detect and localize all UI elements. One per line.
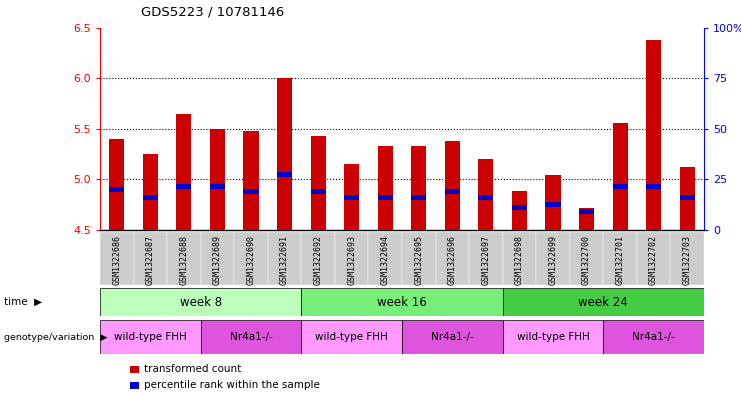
Bar: [402, 320, 502, 354]
Bar: [335, 232, 368, 285]
Text: Nr4a1-/-: Nr4a1-/-: [431, 332, 473, 342]
Bar: [210, 129, 225, 230]
Text: GSM1322697: GSM1322697: [482, 235, 491, 285]
Bar: [512, 191, 527, 230]
Text: transformed count: transformed count: [144, 364, 242, 375]
Bar: [378, 146, 393, 230]
Text: GSM1322688: GSM1322688: [179, 235, 188, 285]
Text: week 8: week 8: [179, 296, 222, 309]
Text: genotype/variation  ▶: genotype/variation ▶: [4, 333, 107, 342]
Bar: [344, 195, 359, 200]
Bar: [100, 288, 302, 316]
Text: wild-type FHH: wild-type FHH: [516, 332, 589, 342]
Bar: [302, 232, 335, 285]
Bar: [445, 141, 460, 230]
Text: week 24: week 24: [579, 296, 628, 309]
Bar: [100, 320, 201, 354]
Bar: [637, 232, 671, 285]
Text: GSM1322693: GSM1322693: [348, 235, 356, 285]
Text: wild-type FHH: wild-type FHH: [315, 332, 388, 342]
Bar: [210, 184, 225, 189]
Text: GSM1322686: GSM1322686: [113, 235, 122, 285]
Bar: [479, 195, 494, 200]
Bar: [310, 136, 325, 230]
Bar: [502, 320, 603, 354]
Bar: [512, 205, 527, 210]
Bar: [545, 175, 560, 230]
Text: GSM1322698: GSM1322698: [515, 235, 524, 285]
Bar: [445, 189, 460, 194]
Bar: [201, 232, 234, 285]
Text: time  ▶: time ▶: [4, 297, 41, 307]
Text: GSM1322696: GSM1322696: [448, 235, 456, 285]
Text: GSM1322700: GSM1322700: [582, 235, 591, 285]
Bar: [436, 232, 469, 285]
Bar: [579, 208, 594, 230]
Text: GSM1322691: GSM1322691: [280, 235, 289, 285]
Text: Nr4a1-/-: Nr4a1-/-: [632, 332, 675, 342]
Text: GSM1322702: GSM1322702: [649, 235, 658, 285]
Bar: [176, 184, 191, 189]
Bar: [268, 232, 302, 285]
Text: GSM1322699: GSM1322699: [548, 235, 557, 285]
Bar: [277, 172, 292, 177]
Bar: [411, 195, 426, 200]
Bar: [310, 189, 325, 194]
Bar: [502, 288, 704, 316]
Bar: [302, 288, 502, 316]
Bar: [201, 320, 302, 354]
Bar: [469, 232, 502, 285]
Bar: [344, 164, 359, 230]
Bar: [603, 320, 704, 354]
Text: GSM1322703: GSM1322703: [682, 235, 691, 285]
Text: GSM1322689: GSM1322689: [213, 235, 222, 285]
Bar: [378, 195, 393, 200]
Bar: [536, 232, 570, 285]
Bar: [613, 123, 628, 230]
Bar: [613, 184, 628, 189]
Bar: [411, 146, 426, 230]
Bar: [143, 154, 158, 230]
Bar: [100, 232, 133, 285]
Bar: [234, 232, 268, 285]
Bar: [679, 195, 695, 200]
Bar: [167, 232, 201, 285]
Text: GSM1322695: GSM1322695: [414, 235, 423, 285]
Bar: [133, 232, 167, 285]
Text: GSM1322687: GSM1322687: [146, 235, 155, 285]
Bar: [244, 189, 259, 194]
Bar: [679, 167, 695, 230]
Bar: [579, 209, 594, 214]
Bar: [646, 40, 661, 230]
Bar: [244, 131, 259, 230]
Text: GSM1322692: GSM1322692: [313, 235, 322, 285]
Text: GSM1322690: GSM1322690: [247, 235, 256, 285]
Bar: [545, 202, 560, 207]
Bar: [402, 232, 436, 285]
Text: GDS5223 / 10781146: GDS5223 / 10781146: [141, 6, 284, 19]
Text: wild-type FHH: wild-type FHH: [114, 332, 187, 342]
Bar: [109, 139, 124, 230]
Text: GSM1322701: GSM1322701: [616, 235, 625, 285]
Bar: [368, 232, 402, 285]
Bar: [479, 159, 494, 230]
Bar: [570, 232, 603, 285]
Bar: [109, 187, 124, 192]
Text: week 16: week 16: [377, 296, 427, 309]
Bar: [176, 114, 191, 230]
Bar: [646, 184, 661, 189]
Text: percentile rank within the sample: percentile rank within the sample: [144, 380, 320, 390]
Text: GSM1322694: GSM1322694: [381, 235, 390, 285]
Bar: [302, 320, 402, 354]
Bar: [671, 232, 704, 285]
Bar: [502, 232, 536, 285]
Bar: [277, 78, 292, 230]
Bar: [603, 232, 637, 285]
Bar: [143, 195, 158, 200]
Text: Nr4a1-/-: Nr4a1-/-: [230, 332, 273, 342]
